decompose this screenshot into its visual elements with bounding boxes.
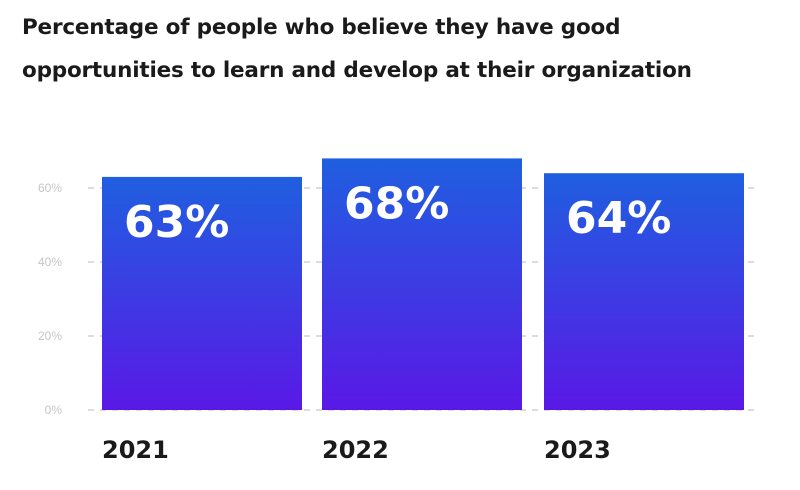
bar-2021 — [102, 176, 302, 410]
bar-2023 — [544, 173, 744, 410]
y-tick-label: 20% — [38, 329, 62, 343]
bar-value-label: 68% — [344, 178, 449, 229]
chart-title: Percentage of people who believe they ha… — [22, 6, 782, 92]
bar-value-label: 64% — [566, 193, 671, 244]
x-axis-categories: 2021 2022 2023 — [102, 436, 611, 464]
chart-title-line-2: opportunities to learn and develop at th… — [22, 58, 692, 83]
bars — [102, 158, 744, 410]
x-category-label: 2021 — [102, 436, 169, 464]
bar-2022 — [322, 158, 522, 410]
bar-value-label: 63% — [124, 197, 229, 248]
y-tick-label: 40% — [38, 255, 62, 269]
x-category-label: 2023 — [544, 436, 611, 464]
bar-value-labels: 63% 68% 64% — [124, 178, 671, 248]
y-tick-label: 0% — [45, 403, 63, 417]
chart-title-line-1: Percentage of people who believe they ha… — [22, 15, 621, 40]
x-category-label: 2022 — [322, 436, 389, 464]
y-axis-ticks: 0% 20% 40% 60% — [38, 181, 62, 417]
y-tick-label: 60% — [38, 181, 62, 195]
